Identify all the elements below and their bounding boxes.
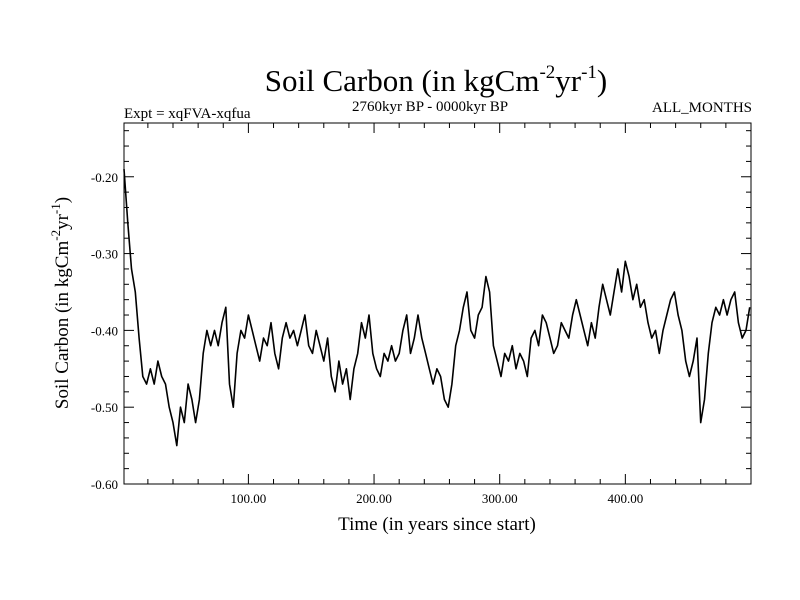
y-tick-label: -0.40 [91, 323, 118, 338]
x-tick-label: 300.00 [482, 491, 518, 506]
subtitle-period: 2760kyr BP - 0000kyr BP [352, 99, 508, 115]
plot-frame [123, 122, 752, 485]
x-axis-ticks: 100.00 200.00 300.00 400.00 [147, 123, 727, 506]
subtitle-months: ALL_MONTHS [652, 100, 752, 116]
x-tick-label: 100.00 [231, 491, 267, 506]
subtitle-experiment: Expt = xqFVA-xqfua [124, 106, 251, 122]
y-tick-label: -0.60 [91, 477, 118, 492]
y-tick-label: -0.50 [91, 400, 118, 415]
x-tick-label: 200.00 [356, 491, 392, 506]
y-axis-ticks: -0.60 -0.50 -0.40 -0.30 -0.20 [91, 130, 751, 492]
y-tick-label: -0.20 [91, 170, 118, 185]
x-tick-label: 400.00 [607, 491, 643, 506]
x-axis-label: Time (in years since start) [338, 514, 536, 535]
y-axis-label: Soil Carbon (in kgCm-2yr-1) [48, 197, 73, 409]
chart-title: Soil Carbon (in kgCm-2yr-1) [265, 62, 608, 98]
series-line-soil-carbon [123, 169, 751, 447]
y-tick-label: -0.30 [91, 247, 118, 262]
